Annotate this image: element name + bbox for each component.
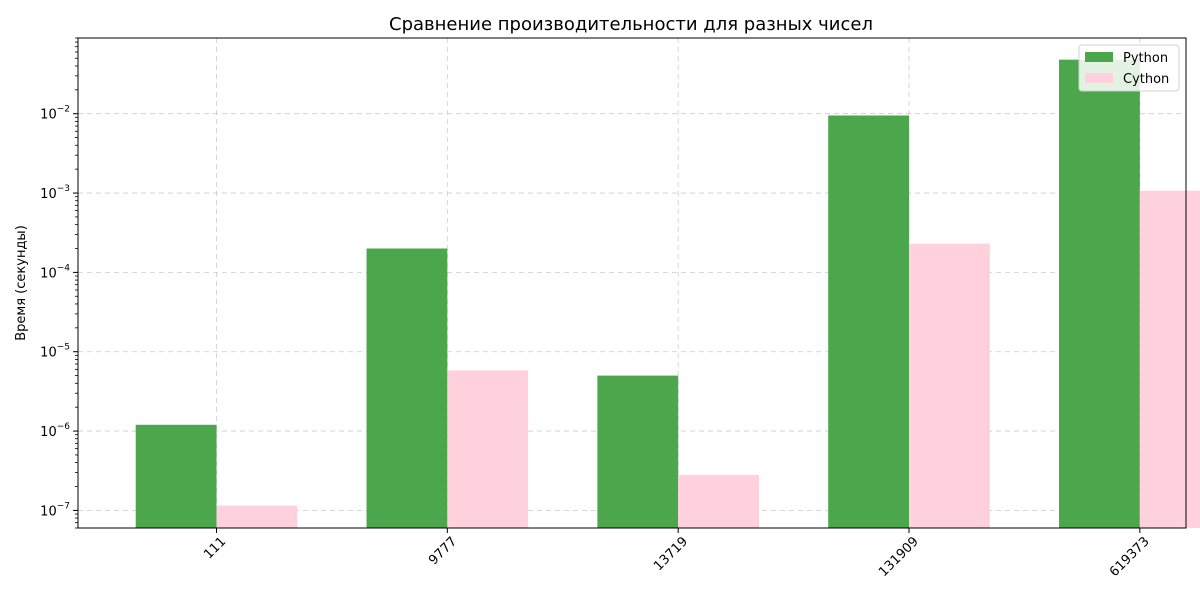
bar-python xyxy=(828,115,909,529)
x-tick-label: 131909 xyxy=(876,534,922,580)
x-tick-label: 9777 xyxy=(426,534,460,568)
bar-python xyxy=(366,248,448,529)
legend-label-cython: Cython xyxy=(1123,72,1169,87)
plot-frame xyxy=(77,37,1187,529)
legend-swatch-cython xyxy=(1085,73,1113,83)
bar-cython xyxy=(678,474,759,528)
legend-swatch-python xyxy=(1085,52,1113,62)
x-tick-label: 13719 xyxy=(651,534,691,574)
y-tick-label: 10−4 xyxy=(40,263,70,281)
y-axis-label: Время (секунды) xyxy=(14,225,29,341)
bar-python xyxy=(1059,59,1140,529)
legend-label-python: Python xyxy=(1123,51,1168,66)
y-tick-label: 10−6 xyxy=(40,422,70,440)
x-tick-label: 619373 xyxy=(1107,534,1153,580)
y-tick-label: 10−7 xyxy=(40,501,70,519)
bar-python xyxy=(597,375,679,528)
chart-title: Сравнение производительности для разных … xyxy=(389,14,873,35)
bars xyxy=(135,59,1200,529)
bar-cython xyxy=(909,243,990,528)
bar-cython xyxy=(447,370,529,528)
bar-cython xyxy=(216,505,298,528)
bar-cython xyxy=(1139,190,1200,528)
x-tick-label: 111 xyxy=(201,534,229,562)
bar-python xyxy=(135,424,217,528)
legend: Python Cython xyxy=(1078,44,1180,92)
y-tick-label: 10−2 xyxy=(40,105,70,123)
y-tick-label: 10−5 xyxy=(40,343,70,361)
y-tick-label: 10−3 xyxy=(40,184,70,202)
